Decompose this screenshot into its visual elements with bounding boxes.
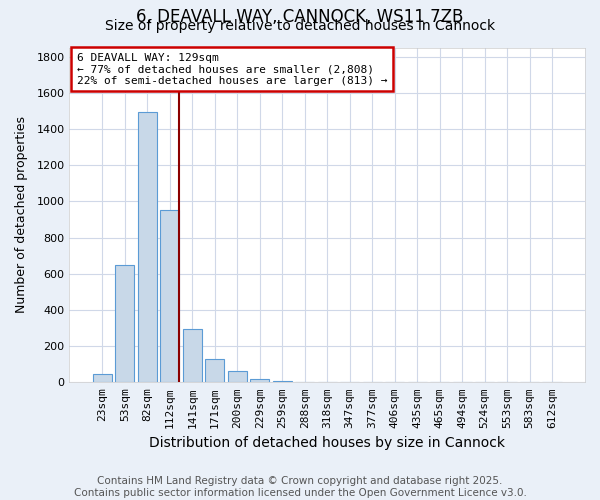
- Bar: [93, 374, 112, 382]
- Text: Size of property relative to detached houses in Cannock: Size of property relative to detached ho…: [105, 19, 495, 33]
- X-axis label: Distribution of detached houses by size in Cannock: Distribution of detached houses by size …: [149, 436, 505, 450]
- Text: 6, DEAVALL WAY, CANNOCK, WS11 7ZB: 6, DEAVALL WAY, CANNOCK, WS11 7ZB: [136, 8, 464, 26]
- Bar: [250, 378, 269, 382]
- Bar: [182, 329, 202, 382]
- Bar: [160, 210, 179, 382]
- Bar: [205, 359, 224, 382]
- Bar: [227, 370, 247, 382]
- Y-axis label: Number of detached properties: Number of detached properties: [15, 116, 28, 314]
- Text: 6 DEAVALL WAY: 129sqm
← 77% of detached houses are smaller (2,808)
22% of semi-d: 6 DEAVALL WAY: 129sqm ← 77% of detached …: [77, 52, 388, 86]
- Text: Contains HM Land Registry data © Crown copyright and database right 2025.
Contai: Contains HM Land Registry data © Crown c…: [74, 476, 526, 498]
- Bar: [138, 112, 157, 382]
- Bar: [115, 264, 134, 382]
